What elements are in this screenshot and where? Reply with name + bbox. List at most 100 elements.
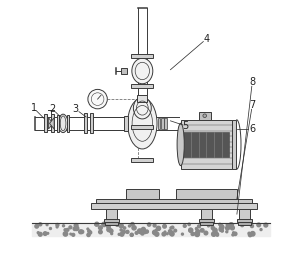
Circle shape xyxy=(203,114,206,117)
Circle shape xyxy=(137,229,142,233)
Circle shape xyxy=(204,231,208,235)
Bar xyxy=(106,209,117,220)
Circle shape xyxy=(219,228,223,231)
Circle shape xyxy=(191,232,194,235)
Circle shape xyxy=(197,225,200,228)
Circle shape xyxy=(119,224,123,228)
Circle shape xyxy=(115,222,120,226)
Bar xyxy=(183,132,229,157)
Circle shape xyxy=(135,232,138,234)
Circle shape xyxy=(148,223,151,226)
Circle shape xyxy=(109,229,113,233)
Circle shape xyxy=(95,223,97,226)
Bar xyxy=(131,84,153,88)
Circle shape xyxy=(72,233,75,236)
Bar xyxy=(199,219,214,222)
Circle shape xyxy=(88,89,107,109)
Circle shape xyxy=(126,230,129,233)
Ellipse shape xyxy=(128,98,157,149)
Circle shape xyxy=(200,229,203,231)
Circle shape xyxy=(196,230,200,234)
Circle shape xyxy=(38,232,42,236)
Bar xyxy=(122,68,127,74)
Circle shape xyxy=(221,230,224,232)
Circle shape xyxy=(214,232,218,235)
Circle shape xyxy=(156,226,161,231)
Bar xyxy=(104,219,119,222)
Bar xyxy=(131,54,153,58)
Circle shape xyxy=(174,229,177,232)
Bar xyxy=(161,118,164,128)
Circle shape xyxy=(140,231,142,234)
Bar xyxy=(238,222,251,225)
Bar xyxy=(201,209,212,220)
Bar xyxy=(176,189,237,199)
Circle shape xyxy=(88,231,92,234)
Circle shape xyxy=(257,223,261,227)
Bar xyxy=(90,113,93,133)
Circle shape xyxy=(47,233,49,234)
Bar xyxy=(96,199,252,203)
Circle shape xyxy=(182,233,183,235)
Circle shape xyxy=(80,230,84,233)
Circle shape xyxy=(207,223,209,225)
Circle shape xyxy=(75,226,79,231)
Bar xyxy=(131,158,153,162)
Bar xyxy=(57,115,59,132)
Circle shape xyxy=(69,226,72,229)
Circle shape xyxy=(37,232,39,234)
Circle shape xyxy=(211,225,213,227)
Circle shape xyxy=(217,234,218,236)
Circle shape xyxy=(43,232,47,235)
Polygon shape xyxy=(49,118,53,129)
Circle shape xyxy=(241,224,244,227)
Bar xyxy=(51,114,54,132)
Circle shape xyxy=(214,232,218,235)
Circle shape xyxy=(46,224,48,226)
Text: 3: 3 xyxy=(73,104,79,114)
Circle shape xyxy=(120,229,122,231)
Circle shape xyxy=(118,233,120,235)
Circle shape xyxy=(248,232,250,235)
Circle shape xyxy=(250,225,254,228)
Circle shape xyxy=(232,234,234,236)
Circle shape xyxy=(102,222,106,227)
Circle shape xyxy=(189,228,193,232)
Circle shape xyxy=(62,225,64,227)
Circle shape xyxy=(162,232,166,236)
Bar xyxy=(124,116,128,131)
Circle shape xyxy=(219,223,221,226)
Circle shape xyxy=(213,228,217,232)
Bar xyxy=(126,189,159,199)
Circle shape xyxy=(153,230,157,235)
Circle shape xyxy=(87,228,89,230)
Circle shape xyxy=(164,231,166,233)
Circle shape xyxy=(169,231,174,236)
Text: 6: 6 xyxy=(249,124,255,133)
Circle shape xyxy=(35,225,38,228)
Circle shape xyxy=(64,229,66,231)
Circle shape xyxy=(87,233,90,236)
Circle shape xyxy=(128,225,130,227)
Circle shape xyxy=(219,227,223,231)
Bar xyxy=(158,118,160,128)
Circle shape xyxy=(56,224,59,226)
Circle shape xyxy=(144,231,146,234)
Circle shape xyxy=(111,233,112,235)
Circle shape xyxy=(158,227,160,229)
Bar xyxy=(44,114,47,132)
Circle shape xyxy=(145,230,148,233)
Circle shape xyxy=(226,226,230,230)
Bar xyxy=(137,95,147,102)
Text: 2: 2 xyxy=(50,104,56,114)
Circle shape xyxy=(50,227,51,230)
Circle shape xyxy=(229,223,233,227)
Circle shape xyxy=(131,223,134,226)
Circle shape xyxy=(107,223,110,226)
Circle shape xyxy=(39,223,42,226)
Circle shape xyxy=(260,228,262,231)
Circle shape xyxy=(130,233,133,236)
Circle shape xyxy=(226,224,228,226)
Bar xyxy=(67,115,70,132)
Circle shape xyxy=(122,230,125,234)
